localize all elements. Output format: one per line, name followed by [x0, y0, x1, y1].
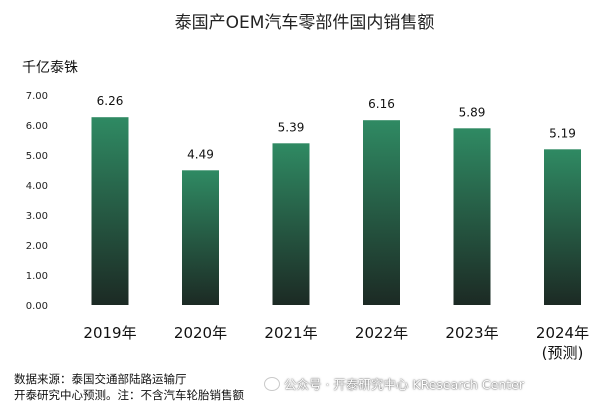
bar — [182, 170, 219, 305]
x-tick-label: 2024年 — [536, 324, 589, 342]
y-tick-label: 4.00 — [26, 181, 48, 192]
x-tick-label: 2023年 — [445, 324, 498, 342]
y-tick-label: 2.00 — [26, 241, 48, 252]
note-line: 开泰研究中心预测。注：不含汽车轮胎销售额 — [14, 388, 244, 402]
chart-title: 泰国产OEM汽车零部件国内销售额 — [174, 13, 435, 33]
y-tick-label: 6.00 — [26, 121, 48, 132]
source-line: 数据来源：泰国交通部陆路运输厅 — [14, 372, 187, 386]
bar — [91, 117, 129, 305]
data-label: 4.49 — [187, 147, 214, 161]
x-axis-categories: 2019年 2020年 2021年 2022年 2023年 2024年 (预测) — [83, 324, 589, 362]
x-tick-label: 2019年 — [83, 324, 136, 342]
data-label: 5.19 — [549, 126, 576, 140]
source-note: 数据来源：泰国交通部陆路运输厅 开泰研究中心预测。注：不含汽车轮胎销售额 — [14, 371, 244, 403]
y-tick-label: 1.00 — [26, 271, 48, 282]
watermark: 公众号 · 开泰研究中心 KResearch Center — [264, 374, 524, 393]
x-tick-label: 2020年 — [174, 324, 227, 342]
data-label: 6.16 — [368, 97, 395, 111]
data-label: 5.39 — [278, 120, 305, 134]
bar — [272, 143, 310, 305]
y-tick-label: 7.00 — [26, 91, 48, 102]
data-labels: 6.26 4.49 5.39 6.16 5.89 5.19 — [97, 94, 576, 161]
wechat-icon — [264, 377, 280, 391]
x-tick-label: 2021年 — [264, 324, 317, 342]
y-axis-unit-label: 千亿泰铢 — [22, 60, 78, 76]
y-tick-label: 5.00 — [26, 151, 48, 162]
x-tick-label: 2022年 — [355, 324, 408, 342]
bar — [363, 120, 400, 305]
data-label: 6.26 — [97, 94, 124, 108]
x-tick-sublabel: (预测) — [542, 344, 584, 362]
watermark-text: 公众号 · 开泰研究中心 KResearch Center — [284, 377, 524, 392]
y-axis-ticks: 0.00 1.00 2.00 3.00 4.00 5.00 6.00 7.00 — [26, 91, 48, 312]
bars — [91, 117, 581, 305]
bar — [544, 149, 581, 305]
bar — [453, 128, 491, 305]
y-tick-label: 0.00 — [26, 301, 48, 312]
data-label: 5.89 — [459, 105, 486, 119]
y-tick-label: 3.00 — [26, 211, 48, 222]
